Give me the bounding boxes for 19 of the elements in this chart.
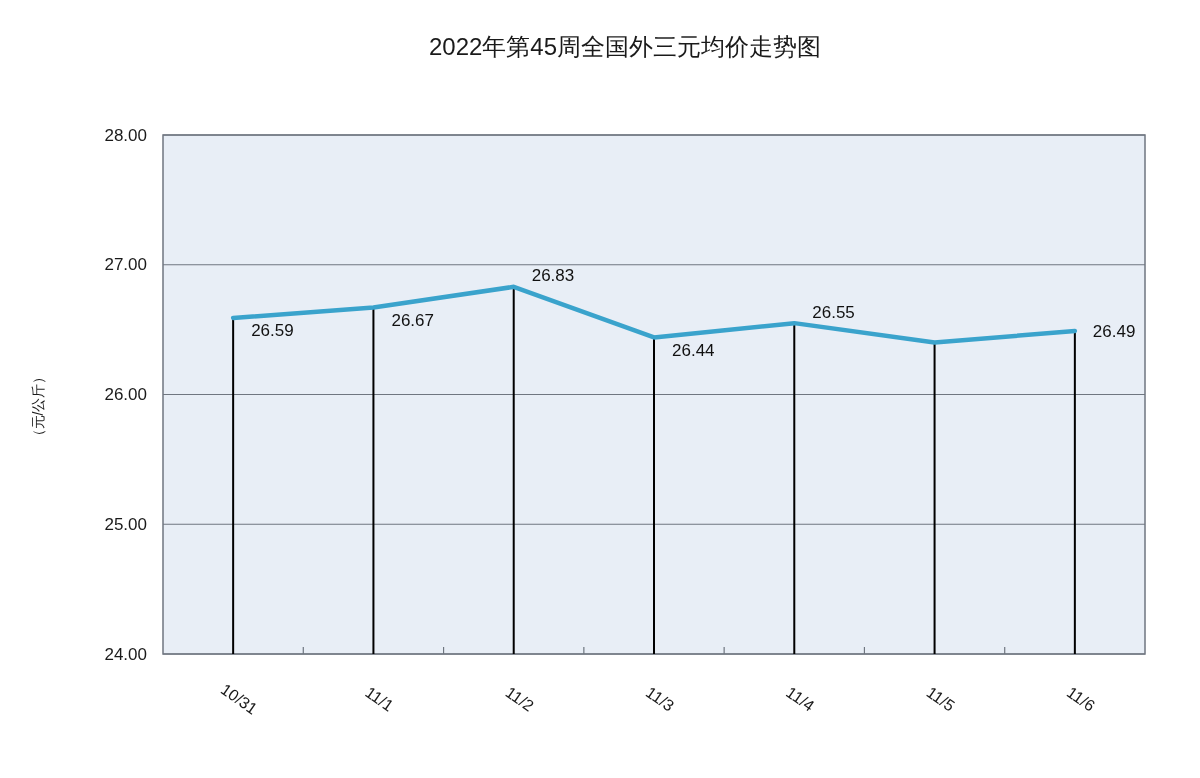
- x-tick-label: 11/2: [502, 683, 537, 715]
- data-label: 26.55: [812, 302, 855, 322]
- y-tick-label: 25.00: [104, 514, 147, 534]
- x-tick-label: 11/1: [362, 683, 397, 715]
- chart-title: 2022年第45周全国外三元均价走势图: [428, 32, 822, 60]
- y-axis-title: （元/公斤）: [30, 369, 46, 444]
- data-label: 26.44: [672, 340, 715, 360]
- x-tick-label: 11/3: [642, 683, 678, 715]
- data-label: 26.49: [1092, 322, 1136, 342]
- y-tick-label: 24.00: [104, 644, 147, 664]
- data-label: 26.59: [251, 321, 294, 341]
- data-label: 26.67: [391, 311, 434, 331]
- data-label: 26.83: [531, 266, 575, 286]
- x-tick-label: 11/6: [1063, 683, 1099, 715]
- y-tick-label: 26.00: [104, 385, 147, 404]
- x-tick-label: 11/4: [783, 683, 818, 715]
- x-tick-label: 11/5: [923, 683, 958, 715]
- y-tick-label: 27.00: [104, 255, 147, 275]
- y-tick-label: 28.00: [104, 125, 147, 145]
